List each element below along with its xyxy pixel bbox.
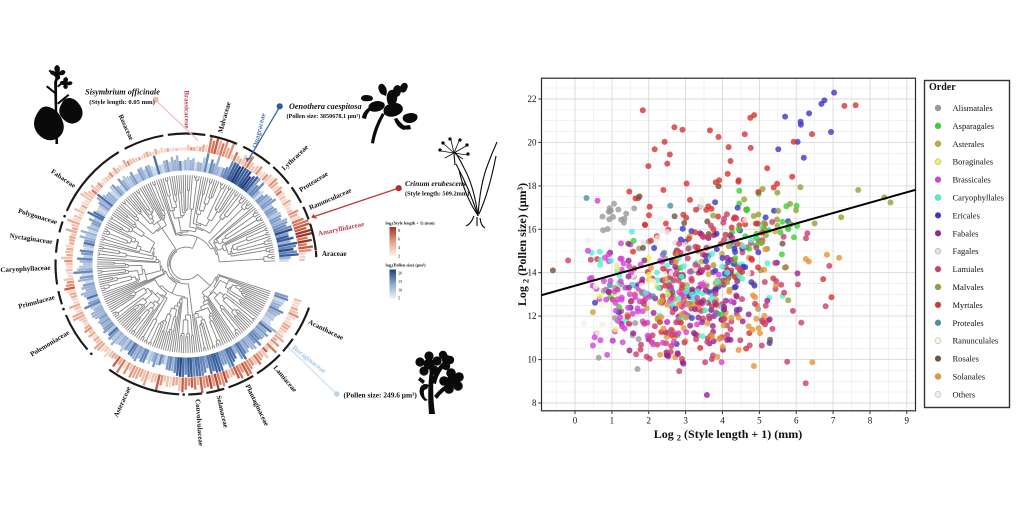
- svg-text:log₂(Pollen size) (μm³): log₂(Pollen size) (μm³): [386, 263, 427, 268]
- svg-text:Convolvulaceae: Convolvulaceae: [194, 399, 205, 447]
- svg-text:Crinum erubescens: Crinum erubescens: [405, 179, 466, 188]
- svg-text:Brassicales: Brassicales: [953, 175, 991, 185]
- svg-text:4: 4: [398, 245, 401, 250]
- svg-text:Proteales: Proteales: [953, 318, 984, 328]
- svg-text:3: 3: [683, 415, 688, 425]
- svg-text:10: 10: [398, 288, 402, 293]
- svg-text:0: 0: [573, 415, 578, 425]
- svg-text:22: 22: [528, 94, 537, 104]
- svg-text:Caryophyllaceae: Caryophyllaceae: [0, 264, 50, 274]
- svg-text:Ranunculales: Ranunculales: [953, 336, 999, 346]
- svg-text:Oenothera caespitosa: Oenothera caespitosa: [289, 102, 362, 111]
- svg-text:Asterales: Asterales: [953, 139, 985, 149]
- svg-text:Fabales: Fabales: [953, 228, 979, 238]
- svg-text:Lamiales: Lamiales: [953, 264, 984, 274]
- svg-text:Fagales: Fagales: [953, 246, 979, 256]
- svg-text:8: 8: [868, 415, 873, 425]
- svg-text:(Style length: 509.2mm): (Style length: 509.2mm): [405, 191, 469, 198]
- svg-text:Log 2 (Pollen size) (μm³): Log 2 (Pollen size) (μm³): [515, 183, 531, 306]
- svg-text:Myrtales: Myrtales: [953, 300, 983, 310]
- svg-text:Sisymbrium officinale: Sisymbrium officinale: [85, 88, 160, 97]
- svg-text:Log 2 (Style length + 1) (mm): Log 2 (Style length + 1) (mm): [654, 427, 802, 443]
- svg-text:6: 6: [794, 415, 799, 425]
- svg-text:20: 20: [528, 137, 538, 147]
- svg-text:(Pollen size: 3850678.1 μm³): (Pollen size: 3850678.1 μm³): [287, 113, 361, 120]
- svg-text:12: 12: [528, 311, 537, 321]
- svg-text:18: 18: [528, 181, 538, 191]
- svg-text:8: 8: [532, 398, 537, 408]
- svg-text:5: 5: [757, 415, 762, 425]
- svg-text:10: 10: [528, 355, 538, 365]
- svg-text:Caryophyllales: Caryophyllales: [953, 193, 1004, 203]
- svg-text:Rosales: Rosales: [953, 354, 979, 364]
- svg-text:20: 20: [398, 271, 402, 276]
- svg-text:Alismatales: Alismatales: [953, 103, 993, 113]
- svg-text:(Pollen size: 249.6 μm³): (Pollen size: 249.6 μm³): [344, 391, 418, 400]
- svg-text:log₂(Style length + 1) (mm): log₂(Style length + 1) (mm): [386, 221, 436, 226]
- svg-text:7: 7: [831, 415, 836, 425]
- svg-text:Malvales: Malvales: [953, 282, 984, 292]
- svg-text:14: 14: [528, 268, 538, 278]
- svg-text:2: 2: [646, 415, 651, 425]
- svg-text:9: 9: [905, 415, 910, 425]
- svg-text:6: 6: [398, 237, 400, 242]
- svg-text:Araceae: Araceae: [322, 250, 346, 258]
- svg-text:4: 4: [720, 415, 725, 425]
- svg-text:5: 5: [398, 296, 400, 301]
- svg-text:(Style length: 0.05 mm): (Style length: 0.05 mm): [89, 99, 155, 106]
- svg-text:1: 1: [610, 415, 615, 425]
- svg-text:Order: Order: [929, 82, 956, 93]
- svg-text:8: 8: [398, 228, 400, 233]
- svg-text:Ericales: Ericales: [953, 210, 980, 220]
- svg-text:16: 16: [528, 224, 538, 234]
- svg-text:Solanales: Solanales: [953, 372, 986, 382]
- svg-text:Brassicaceae: Brassicaceae: [182, 90, 190, 128]
- svg-text:15: 15: [398, 279, 402, 284]
- svg-text:Boraginales: Boraginales: [953, 157, 994, 167]
- svg-text:2: 2: [398, 254, 400, 259]
- svg-text:Asparagales: Asparagales: [953, 121, 995, 131]
- svg-text:Others: Others: [953, 389, 976, 399]
